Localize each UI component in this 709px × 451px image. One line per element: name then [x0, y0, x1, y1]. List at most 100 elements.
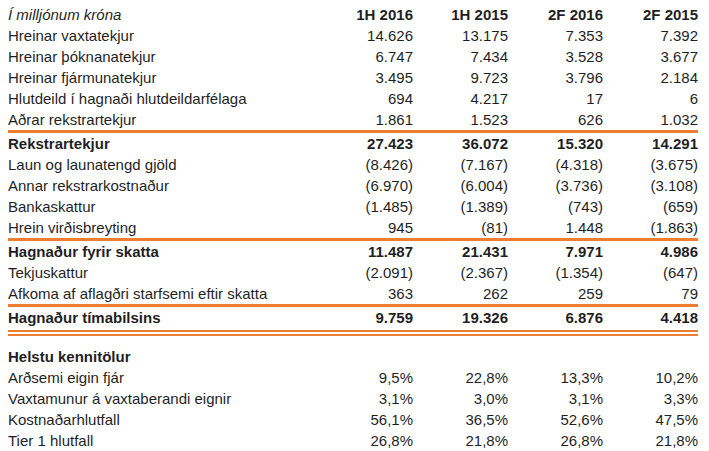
row-value: 7.434	[413, 46, 508, 67]
row-value: (6.004)	[413, 175, 508, 196]
table-row: Tekjuskattur(2.091)(2.367)(1.354)(647)	[8, 262, 698, 283]
row-value: 7.392	[603, 25, 698, 46]
row-value: 21,8%	[413, 430, 508, 451]
row-value: 3,0%	[413, 388, 508, 409]
table-row: Rekstrartekjur27.42336.07215.32014.291	[8, 133, 698, 154]
row-value: 626	[508, 109, 603, 130]
row-value: 14.291	[603, 133, 698, 154]
row-value: 56,1%	[318, 409, 413, 430]
row-label: Vaxtamunur á vaxtaberandi eignir	[8, 388, 318, 409]
row-value: 4.986	[603, 241, 698, 262]
section-spacer	[8, 336, 698, 346]
row-value: 2.184	[603, 67, 698, 88]
row-value: 4.217	[413, 88, 508, 109]
table-row: Annar rekstrarkostnaður(6.970)(6.004)(3.…	[8, 175, 698, 196]
row-value	[413, 346, 508, 367]
row-value: (8.426)	[318, 154, 413, 175]
row-value: 79	[603, 283, 698, 304]
row-label: Aðrar rekstrartekjur	[8, 109, 318, 130]
row-value: 694	[318, 88, 413, 109]
table-row: Hreinar vaxtatekjur14.62613.1757.3537.39…	[8, 25, 698, 46]
row-value: (2.367)	[413, 262, 508, 283]
table-row: Helstu kennitölur	[8, 346, 698, 367]
row-value: 9.723	[413, 67, 508, 88]
row-value: 9,5%	[318, 367, 413, 388]
row-value: 7.971	[508, 241, 603, 262]
table-row: Hreinar þóknanatekjur6.7477.4343.5283.67…	[8, 46, 698, 67]
table-row: Arðsemi eigin fjár9,5%22,8%13,3%10,2%	[8, 367, 698, 388]
row-value	[508, 346, 603, 367]
row-label: Afkoma af aflagðri starfsemi eftir skatt…	[8, 283, 318, 304]
row-value: 6.876	[508, 307, 603, 328]
row-value: 4.418	[603, 307, 698, 328]
row-label: Helstu kennitölur	[8, 346, 318, 367]
row-label: Annar rekstrarkostnaður	[8, 175, 318, 196]
row-value: 1.523	[413, 109, 508, 130]
row-value: 26,8%	[508, 430, 603, 451]
row-value: 21.431	[413, 241, 508, 262]
row-label: Hagnaður tímabilsins	[8, 307, 318, 328]
row-label: Arðsemi eigin fjár	[8, 367, 318, 388]
table-row: Hreinar fjármunatekjur3.4959.7233.7962.1…	[8, 67, 698, 88]
row-value: (1.354)	[508, 262, 603, 283]
row-value: 11.487	[318, 241, 413, 262]
row-value: (3.736)	[508, 175, 603, 196]
row-value: 259	[508, 283, 603, 304]
row-value: 36.072	[413, 133, 508, 154]
row-value: (4.318)	[508, 154, 603, 175]
row-value: (743)	[508, 196, 603, 217]
row-value: (3.675)	[603, 154, 698, 175]
row-value: 15.320	[508, 133, 603, 154]
row-value: (659)	[603, 196, 698, 217]
row-value: (1.863)	[603, 217, 698, 238]
row-value: (6.970)	[318, 175, 413, 196]
row-value: 3.796	[508, 67, 603, 88]
row-value: 1.448	[508, 217, 603, 238]
table-row: Afkoma af aflagðri starfsemi eftir skatt…	[8, 283, 698, 304]
row-value: 52,6%	[508, 409, 603, 430]
table-header-row: Í milljónum króna 1H 2016 1H 2015 2F 201…	[8, 4, 698, 25]
row-value: 262	[413, 283, 508, 304]
row-value: 6	[603, 88, 698, 109]
row-value: 26,8%	[318, 430, 413, 451]
table-row: Hlutdeild í hagnaði hlutdeildarfélaga694…	[8, 88, 698, 109]
row-value: 3,1%	[318, 388, 413, 409]
column-header-2f-2015: 2F 2015	[603, 4, 698, 25]
row-label: Laun og launatengd gjöld	[8, 154, 318, 175]
row-value	[318, 346, 413, 367]
row-value: 27.423	[318, 133, 413, 154]
row-value: 6.747	[318, 46, 413, 67]
table-row: Aðrar rekstrartekjur1.8611.5236261.032	[8, 109, 698, 130]
table-body: Hreinar vaxtatekjur14.62613.1757.3537.39…	[8, 25, 698, 451]
row-value: 363	[318, 283, 413, 304]
row-label: Rekstrartekjur	[8, 133, 318, 154]
row-value: (1.485)	[318, 196, 413, 217]
table-row: Hrein virðisbreyting945(81)1.448(1.863)	[8, 217, 698, 238]
row-value: (647)	[603, 262, 698, 283]
table-row: Vaxtamunur á vaxtaberandi eignir3,1%3,0%…	[8, 388, 698, 409]
row-label: Hreinar þóknanatekjur	[8, 46, 318, 67]
row-label: Kostnaðarhlutfall	[8, 409, 318, 430]
row-value: 9.759	[318, 307, 413, 328]
row-value: 3.677	[603, 46, 698, 67]
row-value: 10,2%	[603, 367, 698, 388]
row-label: Hrein virðisbreyting	[8, 217, 318, 238]
unit-label: Í milljónum króna	[8, 4, 318, 25]
row-value: 36,5%	[413, 409, 508, 430]
row-value: (3.108)	[603, 175, 698, 196]
income-statement-table: Í milljónum króna 1H 2016 1H 2015 2F 201…	[0, 0, 709, 451]
row-value: 3,1%	[508, 388, 603, 409]
row-value: 1.861	[318, 109, 413, 130]
table-row: Hagnaður tímabilsins9.75919.3266.8764.41…	[8, 307, 698, 328]
row-value: 13,3%	[508, 367, 603, 388]
row-value: 3.495	[318, 67, 413, 88]
row-value: 7.353	[508, 25, 603, 46]
row-label: Tier 1 hlutfall	[8, 430, 318, 451]
row-value: (81)	[413, 217, 508, 238]
column-header-1h-2016: 1H 2016	[318, 4, 413, 25]
table-row: Kostnaðarhlutfall56,1%36,5%52,6%47,5%	[8, 409, 698, 430]
row-label: Tekjuskattur	[8, 262, 318, 283]
table-row: Hagnaður fyrir skatta11.48721.4317.9714.…	[8, 241, 698, 262]
table-row: Bankaskattur(1.485)(1.389)(743)(659)	[8, 196, 698, 217]
row-value: (1.389)	[413, 196, 508, 217]
